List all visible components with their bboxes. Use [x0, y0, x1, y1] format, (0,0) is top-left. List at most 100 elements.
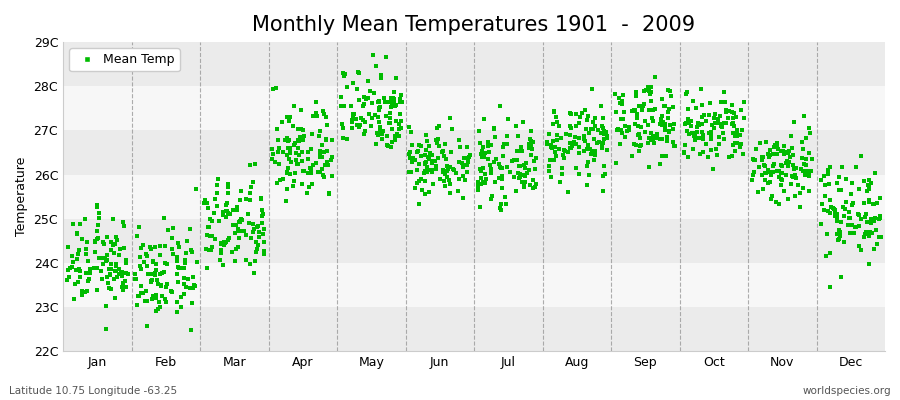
- Point: [159, 298, 174, 305]
- Point: [580, 125, 594, 132]
- Point: [759, 170, 773, 176]
- Point: [325, 173, 339, 179]
- Point: [109, 262, 123, 269]
- Point: [437, 182, 452, 189]
- Point: [524, 152, 538, 159]
- Point: [685, 130, 699, 136]
- Point: [382, 120, 396, 126]
- Point: [83, 266, 97, 272]
- Point: [581, 112, 596, 119]
- Point: [68, 266, 83, 273]
- Point: [518, 179, 532, 186]
- Point: [851, 243, 866, 250]
- Point: [474, 168, 489, 174]
- Point: [798, 172, 813, 178]
- Point: [246, 229, 260, 235]
- Point: [225, 249, 239, 256]
- Point: [494, 201, 508, 207]
- Point: [710, 152, 724, 158]
- Point: [265, 156, 279, 162]
- Point: [872, 234, 886, 240]
- Point: [356, 131, 371, 138]
- Point: [641, 139, 655, 146]
- Point: [733, 141, 747, 147]
- Point: [321, 190, 336, 196]
- Point: [317, 149, 331, 156]
- Point: [429, 124, 444, 131]
- Point: [711, 140, 725, 147]
- Point: [413, 153, 428, 159]
- Point: [836, 204, 850, 211]
- Point: [380, 142, 394, 149]
- Point: [594, 140, 608, 147]
- Text: Latitude 10.75 Longitude -63.25: Latitude 10.75 Longitude -63.25: [9, 386, 177, 396]
- Point: [336, 134, 350, 141]
- Point: [704, 132, 718, 138]
- Point: [557, 148, 572, 154]
- Point: [636, 88, 651, 94]
- Point: [443, 190, 457, 197]
- Point: [868, 215, 882, 221]
- Point: [291, 137, 305, 143]
- Point: [762, 168, 777, 175]
- Point: [554, 171, 569, 177]
- Point: [291, 126, 305, 132]
- Point: [145, 271, 159, 277]
- Point: [216, 262, 230, 268]
- Point: [418, 168, 432, 174]
- Point: [379, 133, 393, 140]
- Point: [201, 224, 215, 230]
- Point: [171, 264, 185, 270]
- Point: [92, 255, 106, 261]
- Point: [377, 95, 392, 101]
- Point: [707, 120, 722, 126]
- Point: [473, 175, 488, 182]
- Point: [549, 114, 563, 120]
- Y-axis label: Temperature: Temperature: [15, 157, 28, 236]
- Point: [145, 277, 159, 284]
- Point: [309, 99, 323, 106]
- Point: [319, 136, 333, 142]
- Point: [65, 253, 79, 259]
- Point: [116, 287, 130, 293]
- Point: [546, 108, 561, 114]
- Point: [586, 119, 600, 125]
- Point: [771, 201, 786, 207]
- Point: [426, 160, 440, 166]
- Point: [483, 166, 498, 172]
- Point: [94, 255, 109, 261]
- Point: [437, 171, 452, 177]
- Point: [430, 155, 445, 162]
- Point: [493, 205, 508, 212]
- Point: [701, 154, 716, 160]
- Point: [710, 120, 724, 126]
- Point: [80, 288, 94, 294]
- Point: [628, 107, 643, 113]
- Point: [348, 116, 363, 122]
- Point: [226, 206, 240, 213]
- Point: [568, 134, 582, 140]
- Point: [189, 186, 203, 192]
- Point: [98, 255, 112, 261]
- Point: [507, 174, 521, 180]
- Point: [502, 169, 517, 175]
- Point: [758, 162, 772, 169]
- Point: [211, 203, 225, 210]
- Point: [230, 207, 244, 213]
- Point: [489, 156, 503, 162]
- Point: [302, 183, 316, 190]
- Point: [104, 286, 118, 292]
- Point: [774, 170, 788, 176]
- Point: [217, 239, 231, 245]
- Point: [563, 110, 578, 116]
- Point: [78, 251, 93, 258]
- Point: [435, 149, 449, 155]
- Point: [133, 266, 148, 272]
- Point: [545, 138, 560, 144]
- Point: [291, 144, 305, 151]
- Point: [73, 274, 87, 280]
- Point: [282, 156, 296, 162]
- Point: [862, 196, 877, 203]
- Point: [688, 133, 702, 140]
- Point: [243, 162, 257, 168]
